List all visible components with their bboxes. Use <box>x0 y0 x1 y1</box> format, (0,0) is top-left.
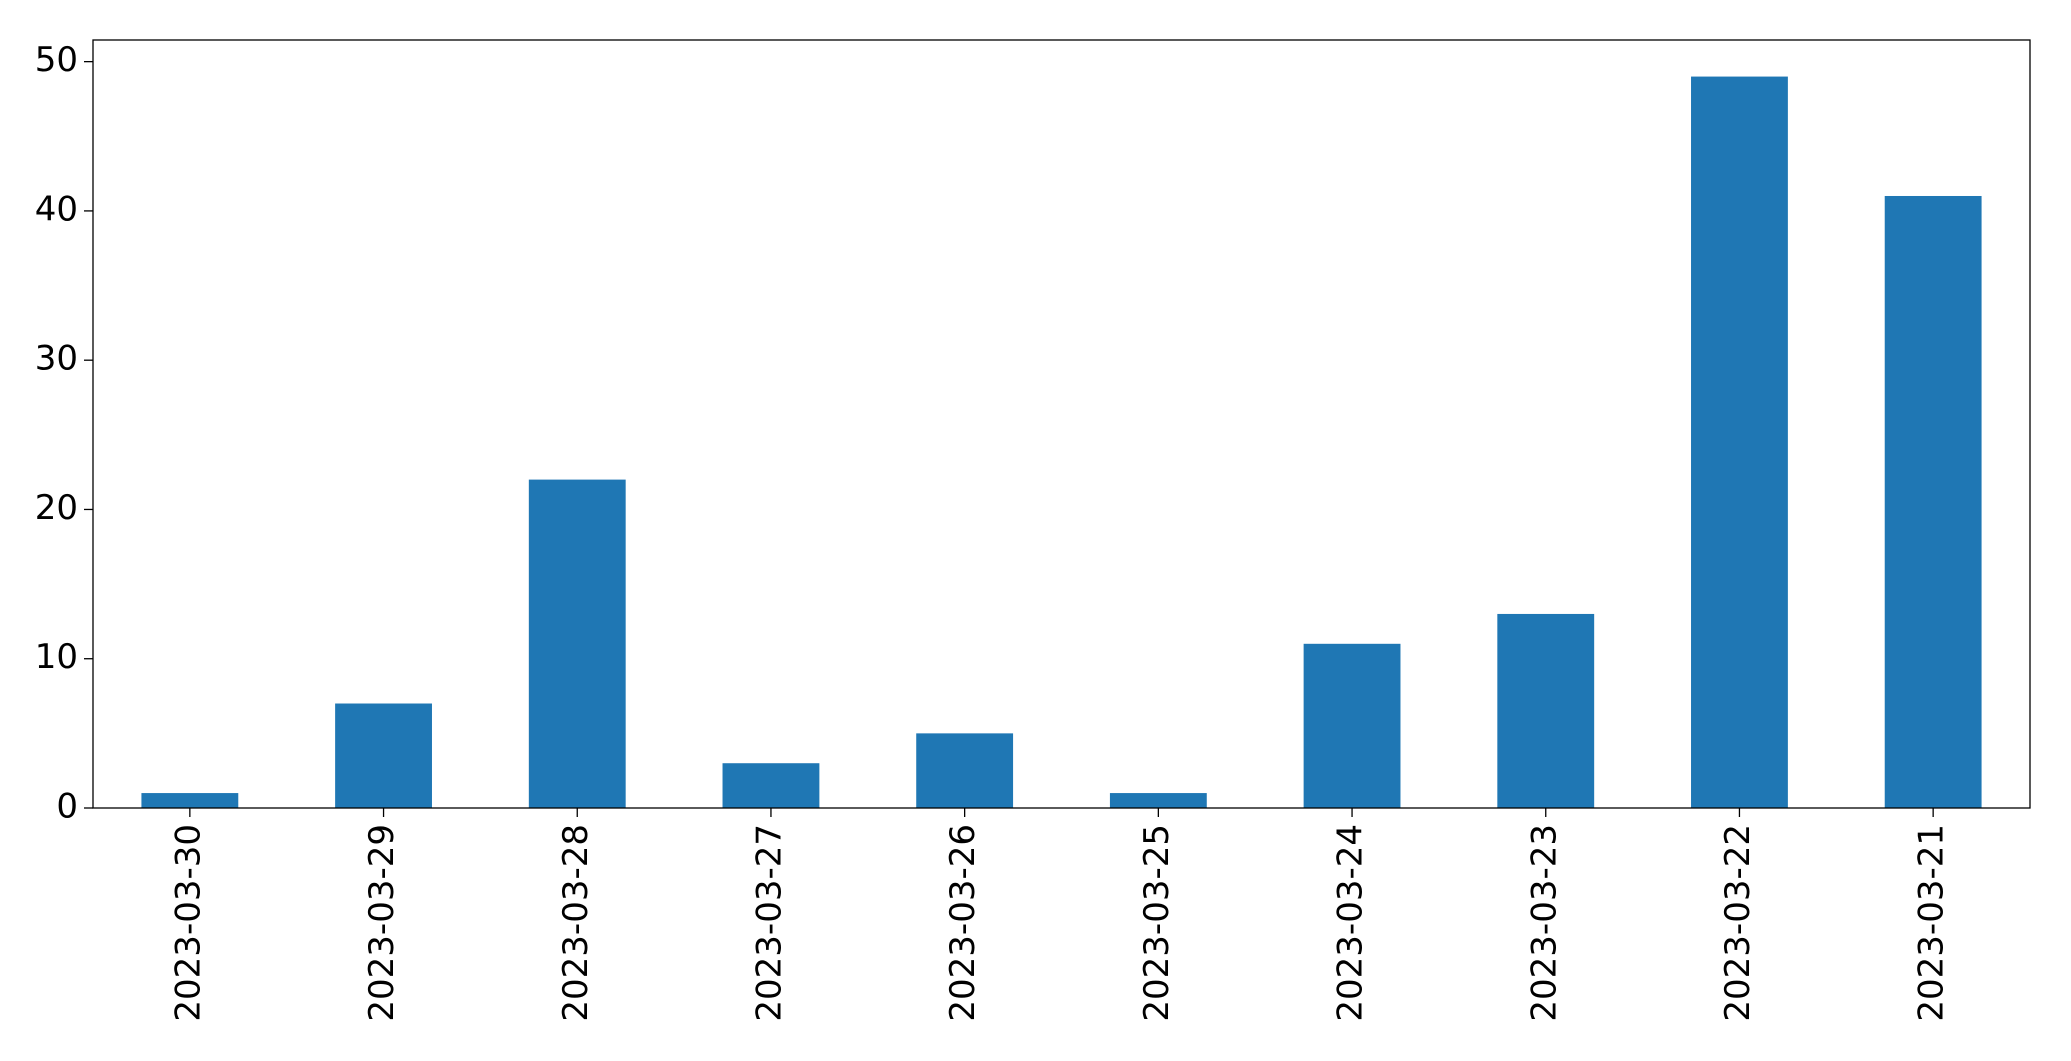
x-tick-label: 2023-03-28 <box>556 824 596 1022</box>
bar <box>1109 793 1207 808</box>
bar <box>916 733 1014 808</box>
y-tick-label: 10 <box>35 637 78 677</box>
bar <box>722 763 820 808</box>
x-tick-label: 2023-03-27 <box>749 824 789 1022</box>
x-tick-label: 2023-03-23 <box>1524 824 1564 1022</box>
bar <box>1303 643 1401 808</box>
bar <box>1884 195 1982 808</box>
bar <box>528 479 626 808</box>
y-tick-label: 20 <box>35 488 78 528</box>
bar <box>1497 613 1595 808</box>
y-tick-label: 40 <box>35 189 78 229</box>
x-tick-label: 2023-03-30 <box>168 824 208 1022</box>
plot-frame <box>92 39 2031 809</box>
x-tick-label: 2023-03-25 <box>1137 824 1177 1022</box>
x-tick-label: 2023-03-26 <box>943 824 983 1022</box>
y-tick-label: 50 <box>35 40 78 80</box>
bar <box>1691 76 1788 809</box>
y-tick-label: 30 <box>35 339 78 379</box>
bar <box>335 703 432 808</box>
bar <box>141 793 239 808</box>
y-tick-label: 0 <box>56 787 78 827</box>
x-tick-label: 2023-03-29 <box>362 824 402 1022</box>
x-tick-label: 2023-03-22 <box>1718 824 1758 1022</box>
x-tick-label: 2023-03-21 <box>1912 824 1952 1022</box>
x-tick-label: 2023-03-24 <box>1331 824 1371 1022</box>
